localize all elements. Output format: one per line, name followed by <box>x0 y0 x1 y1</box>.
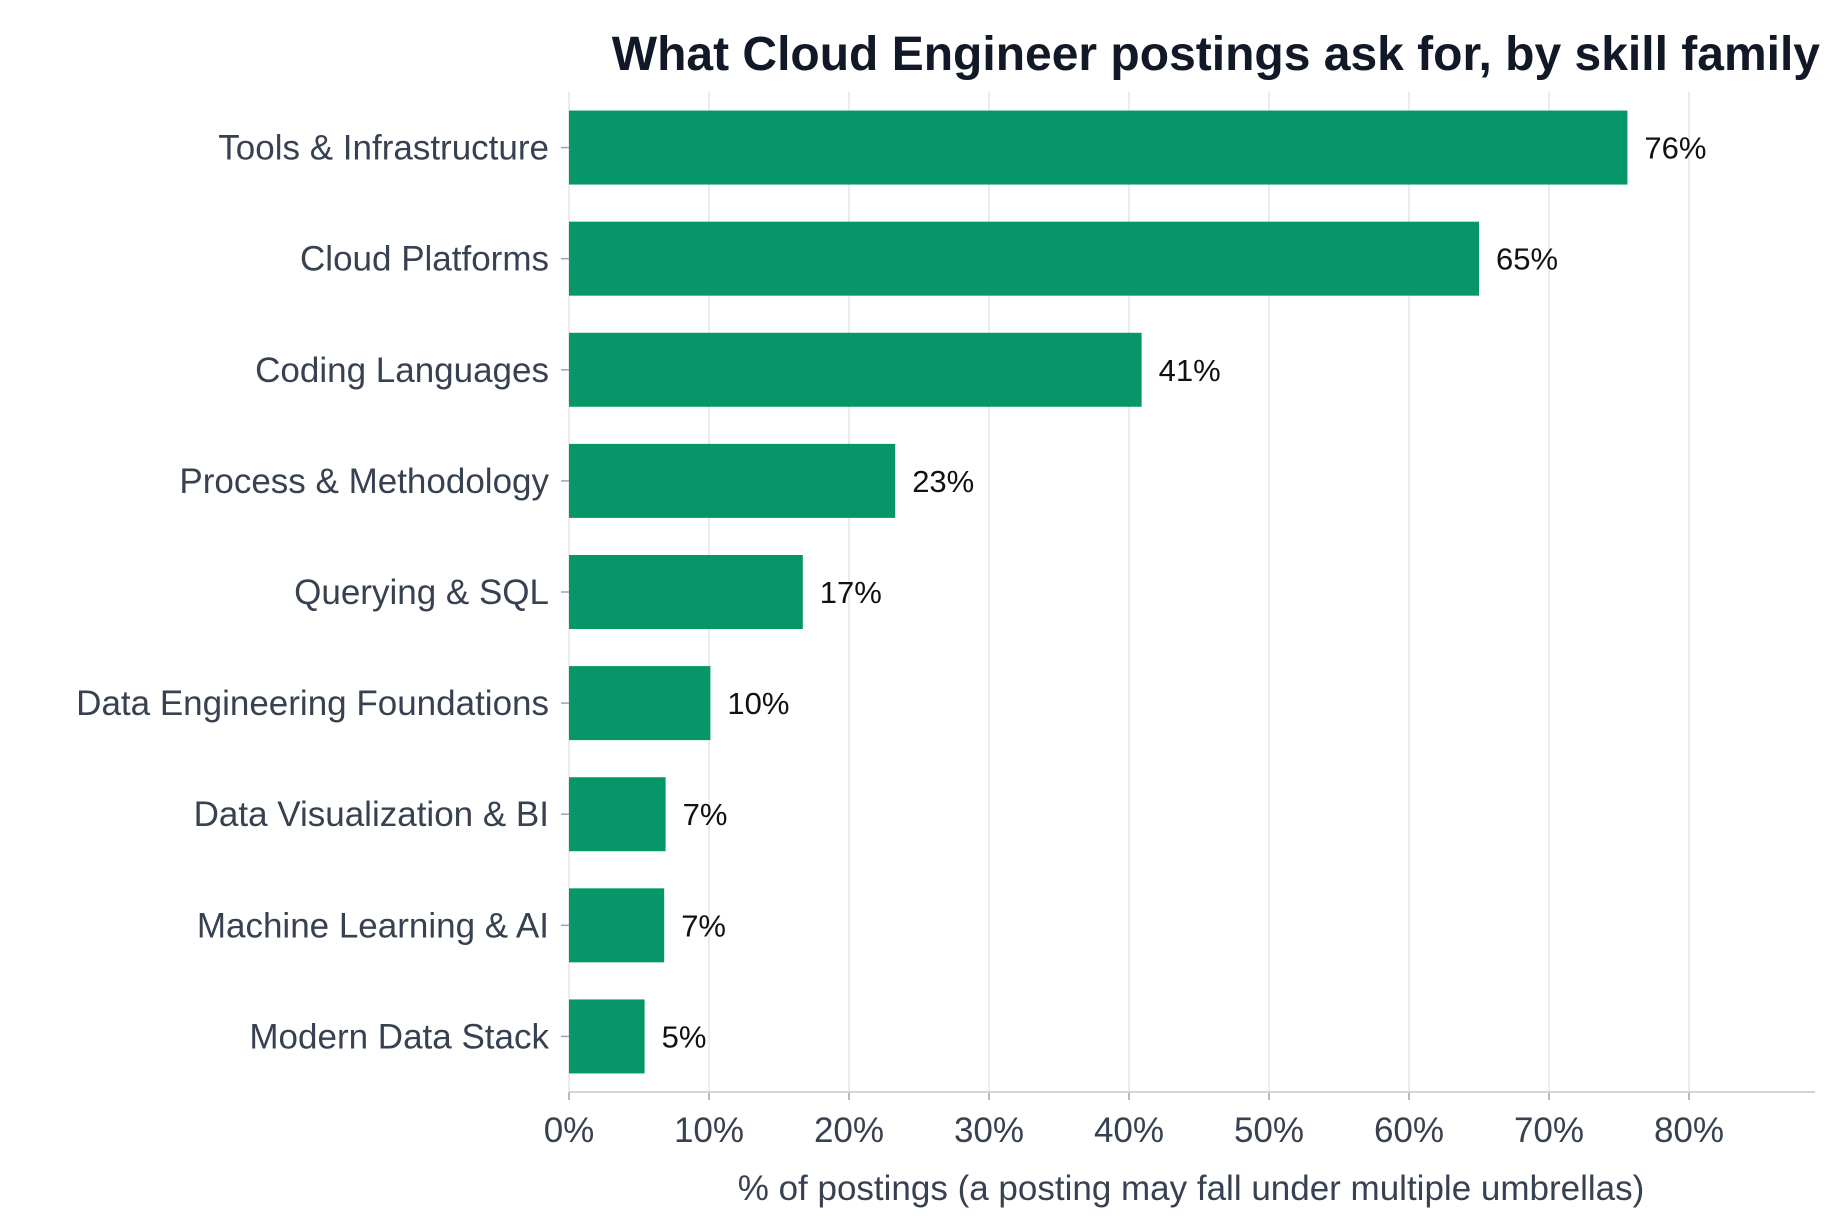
x-tick-label-20: 20% <box>814 1111 884 1150</box>
data-label-3: 41% <box>1159 353 1221 388</box>
bar-7 <box>569 777 666 852</box>
x-tick-label-30: 30% <box>954 1111 1024 1150</box>
category-label-3: Coding Languages <box>255 351 549 390</box>
x-tick-label-40: 40% <box>1094 1111 1164 1150</box>
x-tick-label-0: 0% <box>544 1111 595 1150</box>
bar-2 <box>569 221 1479 296</box>
bar-4 <box>569 443 896 518</box>
data-label-8: 7% <box>681 908 726 943</box>
x-axis-label: % of postings (a posting may fall under … <box>738 1169 1645 1208</box>
data-label-6: 10% <box>727 686 789 721</box>
axes: 0% 10% 20% 30% 40% 50% 60% 70% 80% Tools & Infras… <box>76 129 1815 1150</box>
category-label-9: Modern Data Stack <box>249 1017 549 1056</box>
x-tick-label-60: 60% <box>1374 1111 1444 1150</box>
bar-6 <box>569 666 711 741</box>
bar-5 <box>569 555 803 629</box>
chart-title: What Cloud Engineer postings ask for, by… <box>612 28 1821 81</box>
category-label-2: Cloud Platforms <box>300 240 549 279</box>
bars: 76% 65% 41% 23% 17% 10% 7% 7% 5% <box>569 110 1706 1074</box>
category-label-5: Querying & SQL <box>294 573 549 612</box>
category-label-1: Tools & Infrastructure <box>218 129 549 168</box>
category-label-6: Data Engineering Foundations <box>76 684 549 723</box>
x-tick-label-80: 80% <box>1654 1111 1724 1150</box>
bar-1 <box>569 110 1628 185</box>
data-label-1: 76% <box>1644 131 1706 166</box>
bar-8 <box>569 888 665 963</box>
data-label-4: 23% <box>912 464 974 499</box>
data-label-9: 5% <box>662 1019 707 1054</box>
data-label-7: 7% <box>683 797 728 832</box>
category-label-4: Process & Methodology <box>179 462 549 501</box>
bar-3 <box>569 332 1142 407</box>
category-label-7: Data Visualization & BI <box>194 795 549 834</box>
bar-9 <box>569 999 645 1074</box>
x-tick-label-70: 70% <box>1514 1111 1584 1150</box>
data-label-5: 17% <box>820 575 882 610</box>
category-label-8: Machine Learning & AI <box>197 906 549 945</box>
x-tick-label-50: 50% <box>1234 1111 1304 1150</box>
x-tick-label-10: 10% <box>674 1111 744 1150</box>
data-label-2: 65% <box>1496 242 1558 277</box>
